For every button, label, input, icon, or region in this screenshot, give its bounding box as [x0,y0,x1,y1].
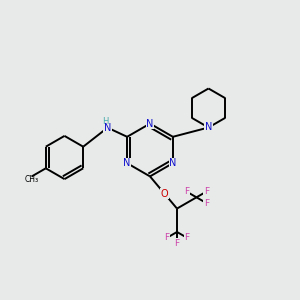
Text: CH₃: CH₃ [24,175,39,184]
Text: O: O [161,189,168,199]
Text: F: F [184,233,189,242]
Text: H: H [102,117,108,126]
Text: N: N [205,122,212,133]
Text: N: N [146,118,154,129]
Text: F: F [204,187,209,196]
Text: N: N [123,158,131,168]
Text: N: N [104,123,111,133]
Text: F: F [184,187,189,196]
Text: F: F [174,239,180,248]
Text: N: N [169,158,177,168]
Text: F: F [204,199,209,208]
Text: F: F [165,233,170,242]
